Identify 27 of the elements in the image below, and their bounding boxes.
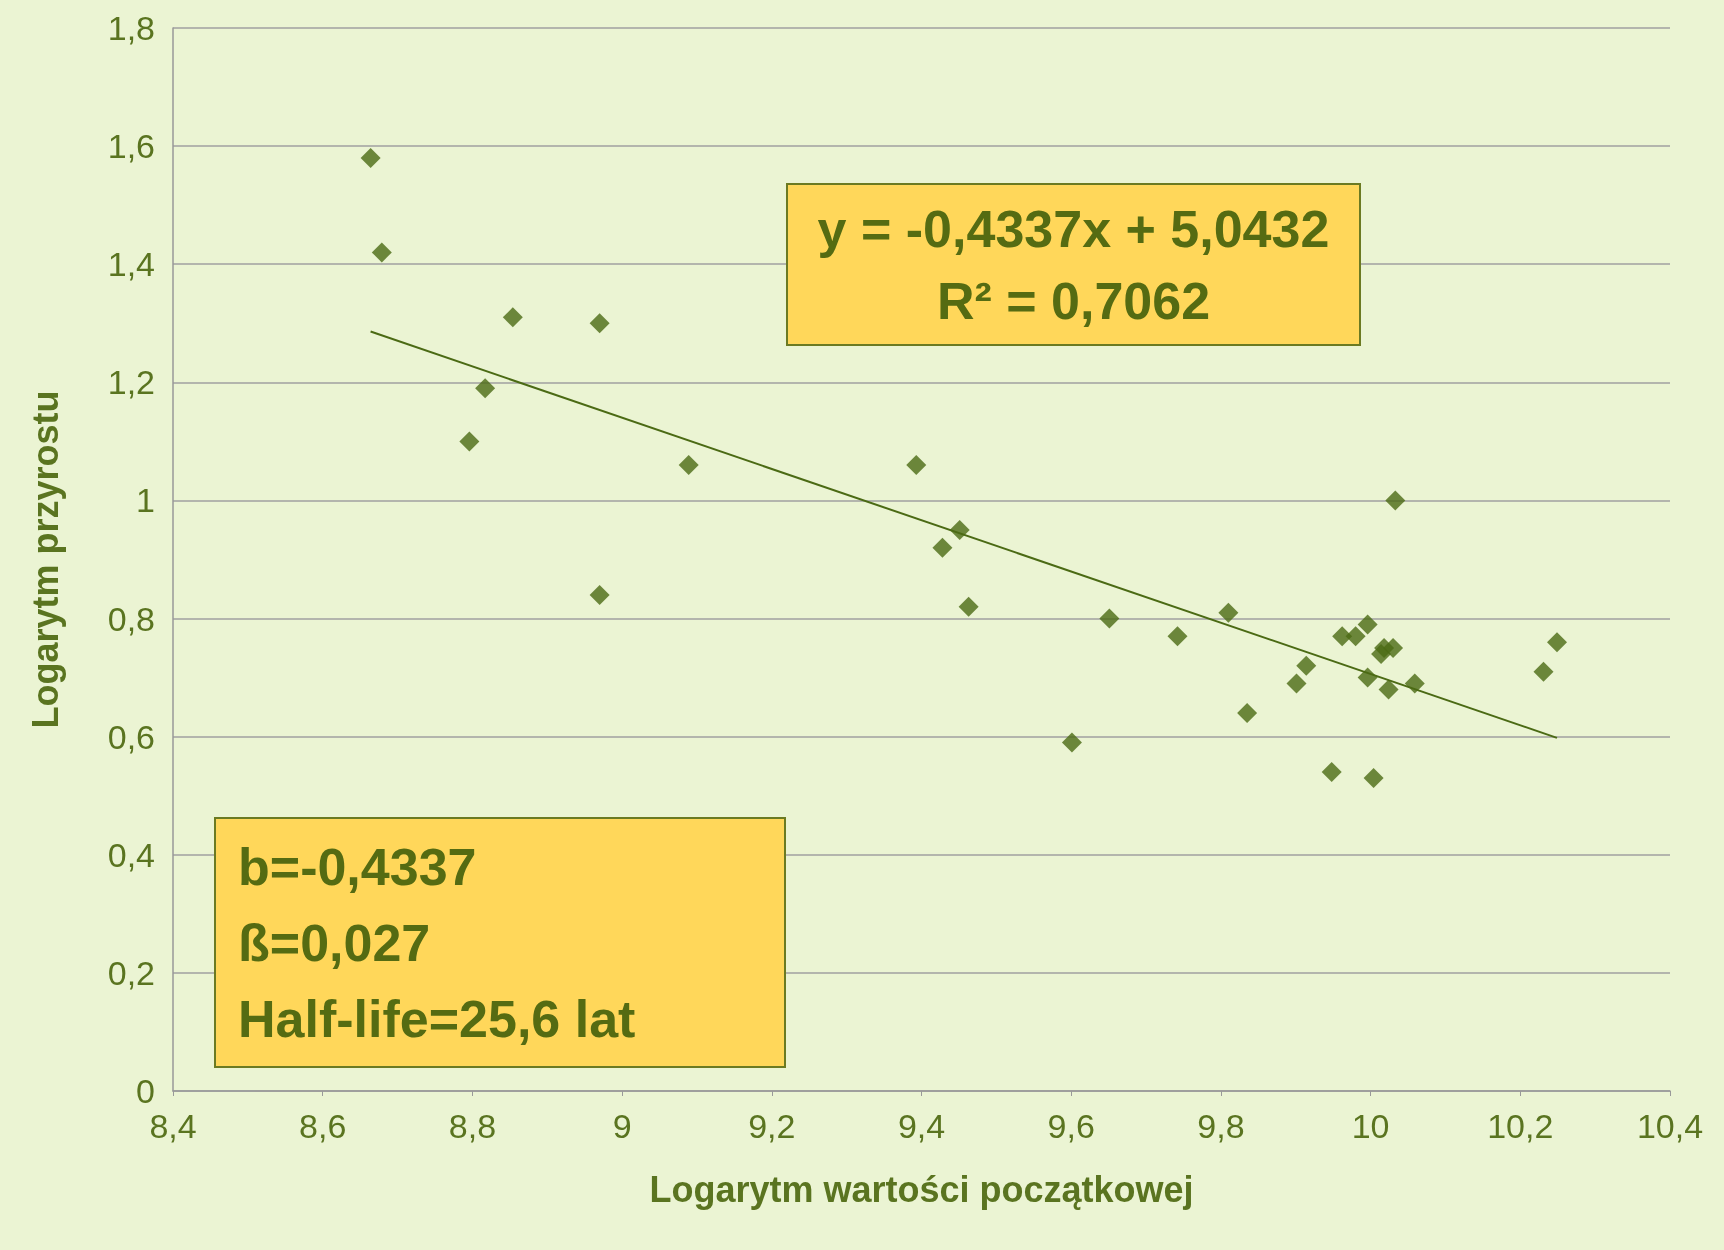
y-tick-label: 0,8: [107, 599, 155, 638]
x-tick-label: 8,8: [448, 1107, 497, 1145]
x-tick-label: 8,4: [149, 1107, 197, 1145]
y-tick-label: 1,6: [107, 127, 155, 166]
x-tick-label: 9,8: [1197, 1107, 1245, 1145]
note-box: b=-0,4337 ß=0,027 Half-life=25,6 lat: [214, 817, 786, 1068]
note-box: y = -0,4337x + 5,0432 R² = 0,7062: [786, 183, 1361, 346]
y-tick-label: 0,4: [107, 835, 155, 874]
y-tick-label: 1,2: [107, 363, 155, 402]
x-axis-title: Logarytm wartości początkowej: [649, 1168, 1194, 1210]
x-tick-label: 9: [612, 1107, 632, 1145]
x-tick-label: 9,6: [1047, 1107, 1095, 1145]
y-tick-label: 1,4: [107, 245, 155, 284]
y-tick-label: 0,2: [107, 953, 155, 992]
x-tick-label: 10: [1351, 1107, 1390, 1145]
y-tick-label: 0,6: [107, 717, 155, 756]
x-tick-label: 10,2: [1487, 1107, 1554, 1145]
y-axis-title: Logarytm przyrostu: [24, 390, 66, 729]
x-tick-label: 10,4: [1636, 1107, 1704, 1145]
y-tick-label: 0: [136, 1072, 155, 1110]
x-tick-label: 8,6: [299, 1107, 347, 1145]
x-tick-label: 9,4: [897, 1107, 946, 1145]
y-tick-label: 1,8: [107, 9, 155, 47]
x-tick-label: 9,2: [748, 1107, 796, 1145]
annotation: y = -0,4337x + 5,0432 R² = 0,7062: [816, 198, 1331, 332]
y-tick-label: 1: [136, 481, 155, 520]
annotation: b=-0,4337 ß=0,027 Half-life=25,6 lat: [238, 836, 637, 1050]
